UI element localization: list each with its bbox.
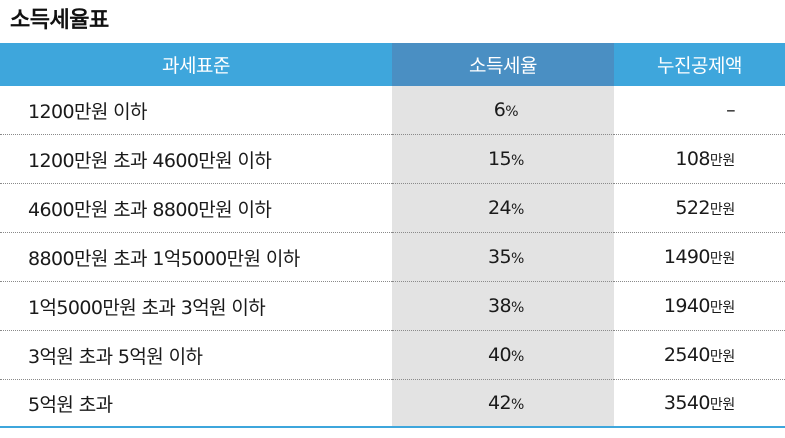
deduction-cell: 1940만원 [614,281,785,331]
rate-value: 6 [493,99,506,121]
bracket-cell: 1200만원 이하 [0,86,392,135]
bracket-cell: 1200만원 초과 4600만원 이하 [0,134,392,184]
deduction-unit: 만원 [709,349,735,365]
bracket-cell: 3억원 초과 5억원 이하 [0,330,392,380]
rate-cell: 40% [392,330,614,380]
deduction-value: 108 [675,148,710,170]
deduction-unit: 만원 [709,153,735,169]
rate-cell: 38% [392,281,614,331]
bracket-cell: 5억원 초과 [0,379,392,428]
table-row: 1200만원 이하 6% – [0,86,785,135]
rate-value: 42 [488,392,512,414]
deduction-unit: 만원 [709,202,735,218]
table-row: 1200만원 초과 4600만원 이하 15% 108만원 [0,134,785,184]
rate-cell: 15% [392,134,614,184]
rate-cell: 6% [392,86,614,135]
header-tax-rate: 소득세율 [392,43,614,86]
deduction-value: 3540 [663,392,711,414]
rate-value: 15 [488,148,512,170]
table-body: 1200만원 이하 6% – 1200만원 초과 4600만원 이하 15% 1… [0,86,785,428]
deduction-cell: 522만원 [614,183,785,233]
table-row: 8800만원 초과 1억5000만원 이하 35% 1490만원 [0,232,785,282]
header-row: 과세표준 소득세율 누진공제액 [0,43,785,86]
deduction-cell: 1490만원 [614,232,785,282]
table-row: 3억원 초과 5억원 이하 40% 2540만원 [0,330,785,380]
page-title: 소득세율표 [10,8,109,33]
rate-unit: % [510,202,524,218]
rate-cell: 42% [392,379,614,428]
rate-value: 24 [488,197,512,219]
table-row: 1억5000만원 초과 3억원 이하 38% 1940만원 [0,281,785,331]
bracket-cell: 8800만원 초과 1억5000만원 이하 [0,232,392,282]
table-row: 5억원 초과 42% 3540만원 [0,379,785,428]
deduction-value: 522 [675,197,710,219]
rate-cell: 35% [392,232,614,282]
tax-rate-table: 과세표준 소득세율 누진공제액 1200만원 이하 6% – 1200만원 초과… [0,43,785,428]
table-row: 4600만원 초과 8800만원 이하 24% 522만원 [0,183,785,233]
deduction-value: 2540 [663,344,711,366]
rate-value: 35 [488,246,512,268]
deduction-unit: 만원 [709,300,735,316]
table-header: 과세표준 소득세율 누진공제액 [0,43,785,86]
bracket-cell: 1억5000만원 초과 3억원 이하 [0,281,392,331]
rate-value: 40 [488,344,512,366]
rate-unit: % [510,349,524,365]
deduction-unit: 만원 [709,397,735,413]
rate-unit: % [505,104,519,120]
deduction-cell: 2540만원 [614,330,785,380]
rate-unit: % [510,153,524,169]
rate-unit: % [510,251,524,267]
header-progressive-deduction: 누진공제액 [614,43,785,86]
rate-cell: 24% [392,183,614,233]
rate-value: 38 [488,295,512,317]
rate-unit: % [510,300,524,316]
deduction-value: – [726,99,736,121]
rate-unit: % [510,397,524,413]
deduction-value: 1490 [663,246,711,268]
deduction-cell: 3540만원 [614,379,785,428]
bracket-cell: 4600만원 초과 8800만원 이하 [0,183,392,233]
header-tax-base: 과세표준 [0,43,392,86]
deduction-unit: 만원 [709,251,735,267]
deduction-cell: – [614,86,785,135]
deduction-cell: 108만원 [614,134,785,184]
deduction-value: 1940 [663,295,711,317]
